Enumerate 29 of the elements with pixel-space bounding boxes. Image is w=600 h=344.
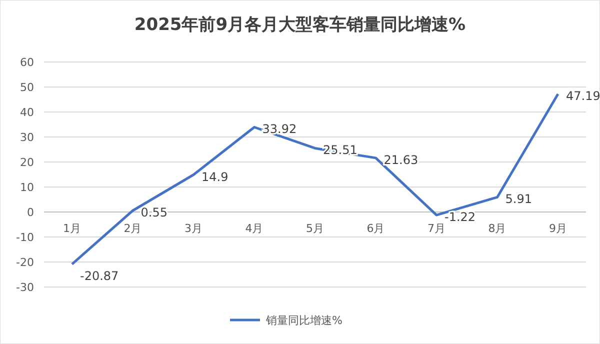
x-tick-label: 6月 bbox=[366, 222, 385, 235]
data-label: 5.91 bbox=[505, 192, 532, 206]
data-label: -20.87 bbox=[80, 269, 119, 284]
y-tick-label: -20 bbox=[16, 256, 34, 269]
x-tick-label: 5月 bbox=[306, 222, 324, 235]
data-label: 33.92 bbox=[262, 122, 297, 136]
y-tick-label: 40 bbox=[20, 106, 34, 119]
x-tick-label: 1月 bbox=[63, 222, 81, 235]
x-tick-label: 9月 bbox=[549, 222, 567, 235]
x-tick-label: 4月 bbox=[245, 222, 264, 235]
data-label: 47.19 bbox=[566, 89, 600, 104]
y-tick-label: 30 bbox=[20, 131, 34, 144]
y-tick-label: -10 bbox=[16, 231, 34, 244]
y-tick-label: 0 bbox=[27, 206, 34, 219]
legend-label: 销量同比增速% bbox=[265, 314, 342, 327]
x-tick-label: 8月 bbox=[488, 222, 506, 235]
y-tick-label: 60 bbox=[20, 56, 34, 69]
data-label: 14.9 bbox=[202, 170, 228, 184]
y-tick-label: 50 bbox=[20, 81, 34, 94]
y-tick-label: -30 bbox=[16, 281, 34, 294]
data-label: 0.55 bbox=[140, 206, 168, 220]
y-tick-label: 10 bbox=[20, 181, 34, 194]
data-label: 21.63 bbox=[384, 152, 418, 167]
data-label: -1.22 bbox=[444, 210, 476, 224]
x-tick-label: 7月 bbox=[428, 222, 446, 235]
chart-title: 2025年前9月各月大型客车销量同比增速% bbox=[134, 15, 466, 35]
y-tick-label: 20 bbox=[20, 156, 34, 169]
x-tick-label: 2月 bbox=[124, 222, 142, 235]
x-tick-label: 3月 bbox=[184, 222, 202, 235]
